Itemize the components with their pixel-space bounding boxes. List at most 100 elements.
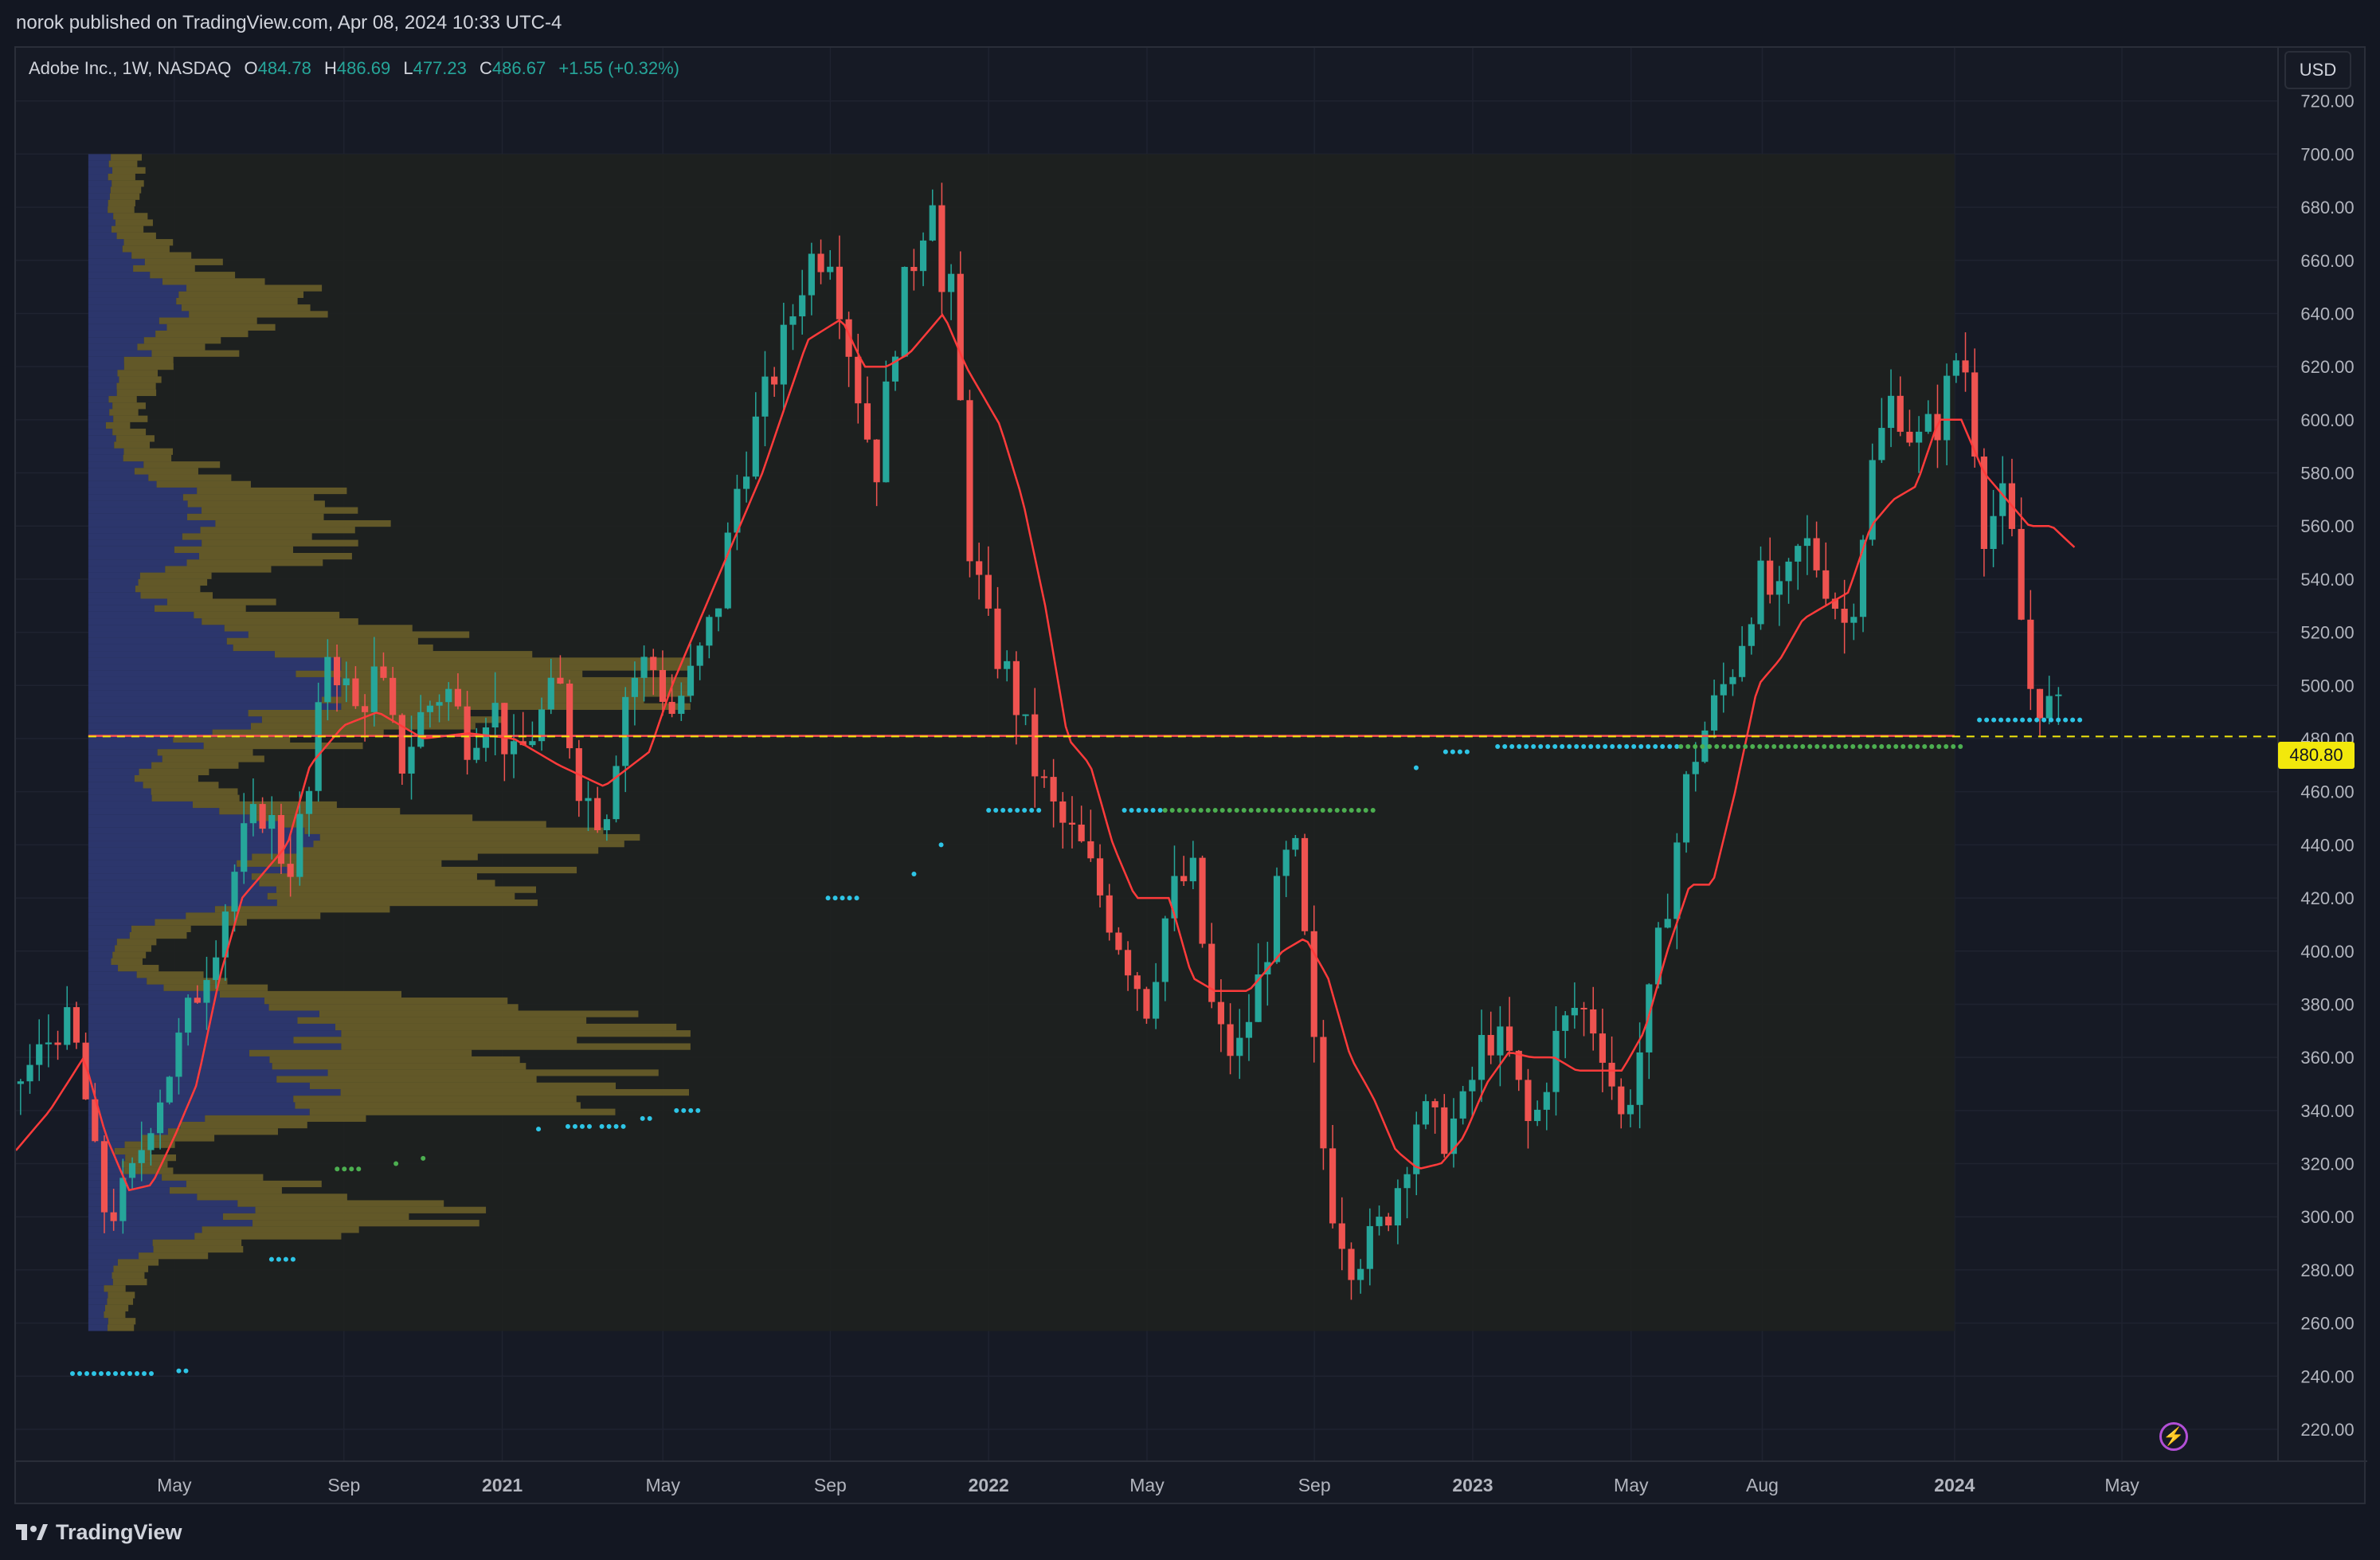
profile-bar-up [88, 441, 115, 449]
tradingview-logo[interactable]: TradingView [16, 1519, 182, 1546]
profile-bar-down [341, 1030, 691, 1037]
tradingview-logo-icon [16, 1523, 48, 1542]
profile-bar-down [159, 317, 257, 324]
legend-change: +1.55 (+0.32%) [558, 58, 679, 78]
profile-bar-down [212, 729, 384, 736]
chart-frame[interactable]: 220.00 240.00 260.00 280.00 300.00 320.00 340.… [14, 46, 2367, 1506]
footer [0, 1504, 2380, 1560]
profile-bar-down [341, 664, 691, 671]
signal-dot [2063, 717, 2069, 723]
candle-up [1403, 1174, 1411, 1189]
signal-dot [335, 1166, 340, 1172]
profile-bar-down [186, 559, 323, 566]
candle-up [249, 804, 256, 824]
signal-dot [986, 808, 992, 813]
signal-dot [2070, 717, 2076, 723]
profile-bar-up [88, 592, 141, 599]
signal-dot [1653, 743, 1658, 749]
candle-up [2055, 694, 2062, 696]
signal-dot [825, 896, 831, 901]
profile-bar-down [166, 598, 276, 606]
profile-bar-down [143, 461, 221, 468]
legend-symbol: Adobe Inc., 1W, NASDAQ [29, 58, 232, 78]
signal-dot [681, 1107, 687, 1113]
signal-dot [1212, 808, 1218, 813]
candle-up [1543, 1092, 1550, 1110]
candle-down [976, 561, 983, 575]
candle-up [1292, 837, 1299, 850]
signal-dot [283, 1256, 288, 1262]
profile-bar-down [113, 1265, 149, 1272]
candle-up [1004, 660, 1011, 669]
profile-bar-up [88, 539, 202, 547]
candle-up [1878, 428, 1885, 461]
signal-dot [1277, 808, 1282, 813]
range-zone [88, 154, 1955, 1331]
signal-dot [1008, 808, 1013, 813]
profile-bar-down [264, 998, 508, 1005]
y-tick-label: 300.00 [2300, 1207, 2354, 1227]
currency-button[interactable]: USD [2284, 51, 2351, 89]
profile-bar-up [88, 1233, 195, 1240]
candle-down [1906, 431, 1913, 443]
signal-dot [1538, 743, 1544, 749]
legend-low-value: 477.23 [413, 58, 467, 78]
candle-up [491, 703, 499, 727]
profile-bar-up [88, 239, 124, 246]
profile-bar-down [189, 311, 328, 318]
candle-up [119, 1178, 127, 1221]
y-tick-label: 440.00 [2300, 835, 2354, 855]
signal-dot [1736, 743, 1741, 749]
profile-bar-up [88, 1304, 105, 1311]
candle-up [231, 872, 238, 912]
symbol-legend[interactable]: Adobe Inc., 1W, NASDAQ O484.78 H486.69 L… [29, 56, 679, 81]
signal-dot [1879, 743, 1885, 749]
candle-down [771, 376, 778, 385]
y-tick-label: 460.00 [2300, 782, 2354, 802]
profile-bar-up [88, 330, 156, 338]
profile-bar-down [117, 370, 158, 377]
profile-bar-down [187, 513, 324, 520]
price-chart[interactable]: 220.00 240.00 260.00 280.00 300.00 320.00 340.… [16, 48, 2367, 1506]
candle-down [1078, 825, 1085, 841]
candle-up [1562, 1015, 1569, 1031]
signal-dot [1464, 749, 1470, 755]
signal-dot [2006, 717, 2011, 723]
candle-up [408, 747, 415, 774]
profile-bar-down [327, 1069, 659, 1076]
signal-dot [276, 1256, 281, 1262]
profile-bar-down [203, 742, 363, 750]
signal-dot [1893, 743, 1899, 749]
candle-down [2027, 619, 2034, 689]
candle-up [1803, 538, 1811, 547]
candle-up [1245, 1021, 1253, 1038]
candle-up [213, 957, 220, 981]
profile-bar-up [88, 912, 186, 919]
profile-bar-down [138, 578, 208, 586]
profile-bar-up [88, 468, 135, 475]
candle-up [1999, 483, 2006, 516]
profile-bar-down [150, 272, 236, 279]
signal-dot [120, 1370, 125, 1376]
profile-bar-up [88, 690, 342, 697]
signal-dot [565, 1123, 570, 1129]
y-tick-label: 320.00 [2300, 1154, 2354, 1174]
signal-dot [1850, 743, 1856, 749]
profile-bar-up [88, 841, 314, 848]
profile-bar-up [88, 821, 281, 828]
lightning-icon[interactable]: ⚡ [2159, 1422, 2188, 1451]
profile-bar-down [123, 356, 174, 364]
profile-bar-down [341, 657, 691, 664]
profile-bar-down [139, 768, 209, 776]
signal-dot [1631, 743, 1637, 749]
profile-bar-up [88, 376, 119, 383]
y-tick-label: 420.00 [2300, 888, 2354, 908]
y-tick-label: 540.00 [2300, 570, 2354, 590]
candle-down [1831, 598, 1839, 609]
signal-dot [1370, 808, 1376, 813]
candle-up [1887, 395, 1895, 429]
profile-bar-down [123, 454, 172, 462]
profile-bar-down [108, 396, 137, 403]
candle-up [1376, 1217, 1383, 1226]
signal-dot [70, 1370, 75, 1376]
